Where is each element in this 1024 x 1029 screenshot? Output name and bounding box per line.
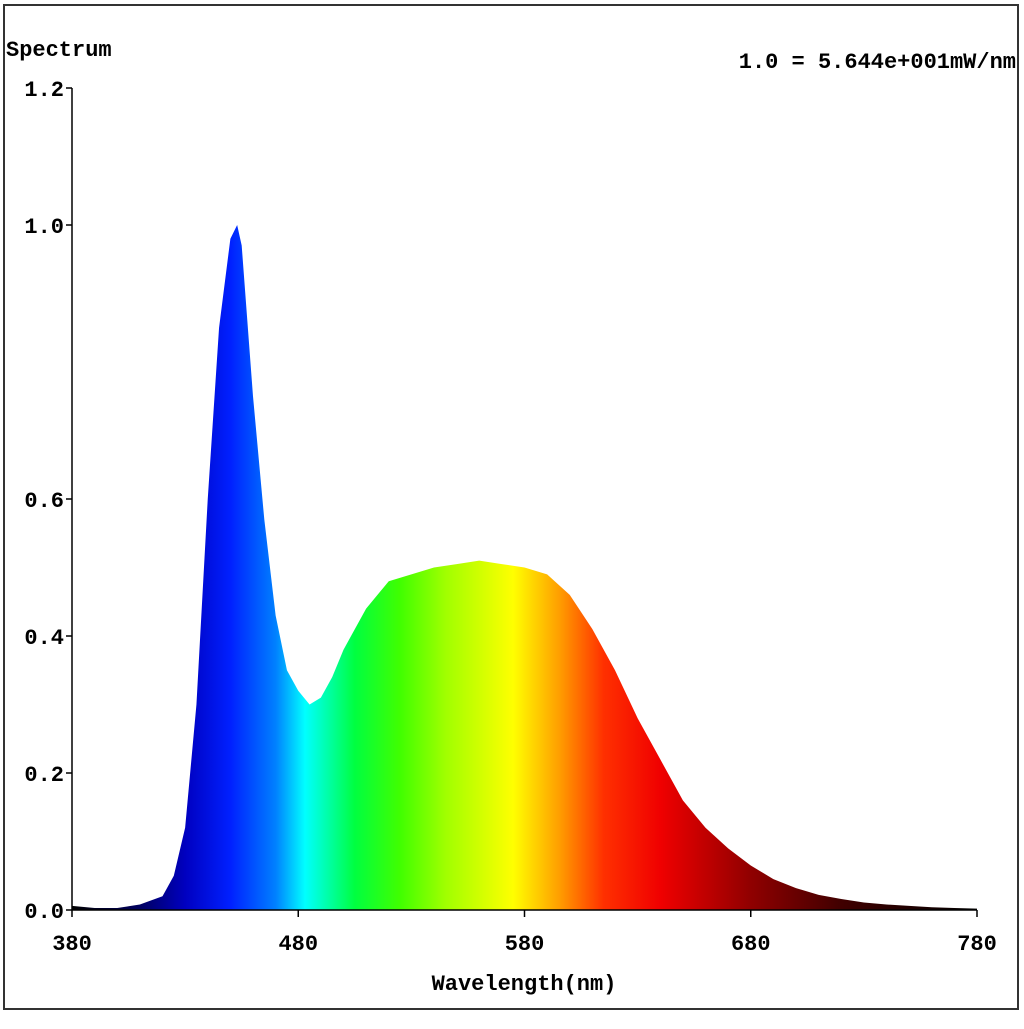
x-tick-label: 680 <box>731 932 771 957</box>
y-tick-label: 1.2 <box>24 78 64 103</box>
chart-title: Spectrum <box>6 38 112 63</box>
y-tick-label: 0.0 <box>24 900 64 925</box>
spectrum-area <box>72 225 977 910</box>
x-axis-label: Wavelength(nm) <box>432 972 617 997</box>
annotation: 1.0 = 5.644e+001mW/nm <box>739 50 1016 75</box>
frame <box>3 4 1019 1010</box>
x-tick-label: 780 <box>957 932 997 957</box>
y-tick-label: 1.0 <box>24 215 64 240</box>
y-tick-label: 0.4 <box>24 626 64 651</box>
x-tick-label: 580 <box>505 932 545 957</box>
y-tick-label: 0.6 <box>24 489 64 514</box>
x-tick-label: 380 <box>52 932 92 957</box>
y-tick-label: 0.2 <box>24 763 64 788</box>
x-tick-label: 480 <box>278 932 318 957</box>
